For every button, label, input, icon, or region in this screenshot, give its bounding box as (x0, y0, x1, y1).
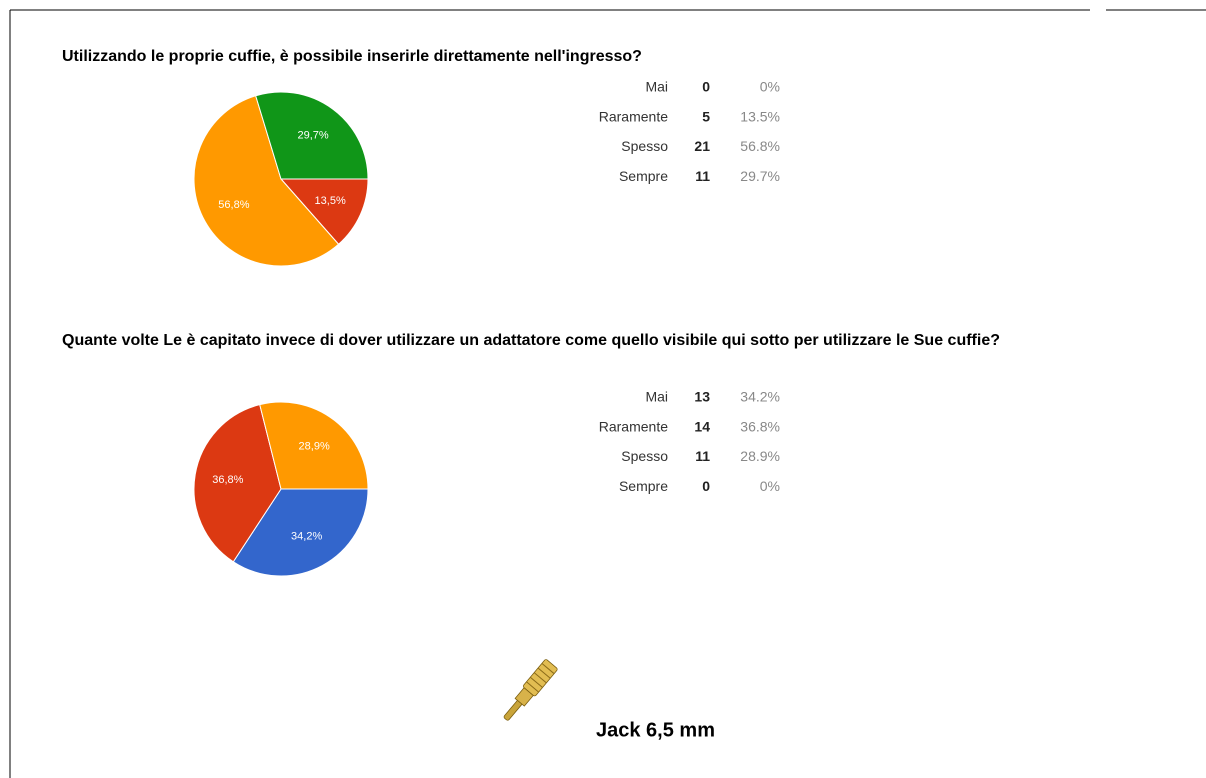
pie-slice (259, 401, 369, 490)
row-percent: 29.7% (740, 168, 780, 184)
row-count: 0 (702, 478, 710, 494)
image-caption: Jack 6,5 mm (596, 719, 715, 741)
row-label: Spesso (621, 138, 668, 154)
row-count: 14 (694, 418, 710, 434)
slice-label: 29,7% (298, 130, 329, 142)
slice-label: 56,8% (218, 199, 249, 211)
row-count: 5 (702, 108, 710, 124)
row-label: Sempre (619, 168, 668, 184)
slice-label: 13,5% (315, 195, 346, 207)
row-label: Sempre (619, 478, 668, 494)
pie-slice (193, 404, 282, 563)
slice-label: 28,9% (299, 440, 330, 452)
pie-slice (255, 91, 369, 180)
row-label: Mai (645, 389, 668, 405)
row-percent: 36.8% (740, 418, 780, 434)
row-percent: 56.8% (740, 138, 780, 154)
row-count: 11 (695, 168, 710, 184)
row-percent: 13.5% (740, 108, 780, 124)
jack-adapter-icon (503, 659, 558, 721)
slice-label: 36,8% (212, 474, 243, 486)
row-count: 0 (702, 79, 710, 95)
row-label: Mai (645, 79, 668, 95)
row-label: Raramente (599, 108, 668, 124)
slice-label: 34,2% (291, 530, 322, 542)
row-percent: 34.2% (740, 389, 780, 405)
row-count: 11 (695, 448, 710, 464)
question-title: Utilizzando le proprie cuffie, è possibi… (62, 48, 642, 65)
row-percent: 28.9% (740, 448, 780, 464)
pie-slice (193, 95, 340, 267)
pie-slice (279, 178, 369, 245)
row-percent: 0% (760, 478, 780, 494)
row-percent: 0% (760, 79, 780, 95)
row-count: 13 (694, 389, 710, 405)
row-label: Spesso (621, 448, 668, 464)
row-count: 21 (694, 138, 710, 154)
row-label: Raramente (599, 418, 668, 434)
question-title: Quante volte Le è capitato invece di dov… (62, 332, 1000, 349)
